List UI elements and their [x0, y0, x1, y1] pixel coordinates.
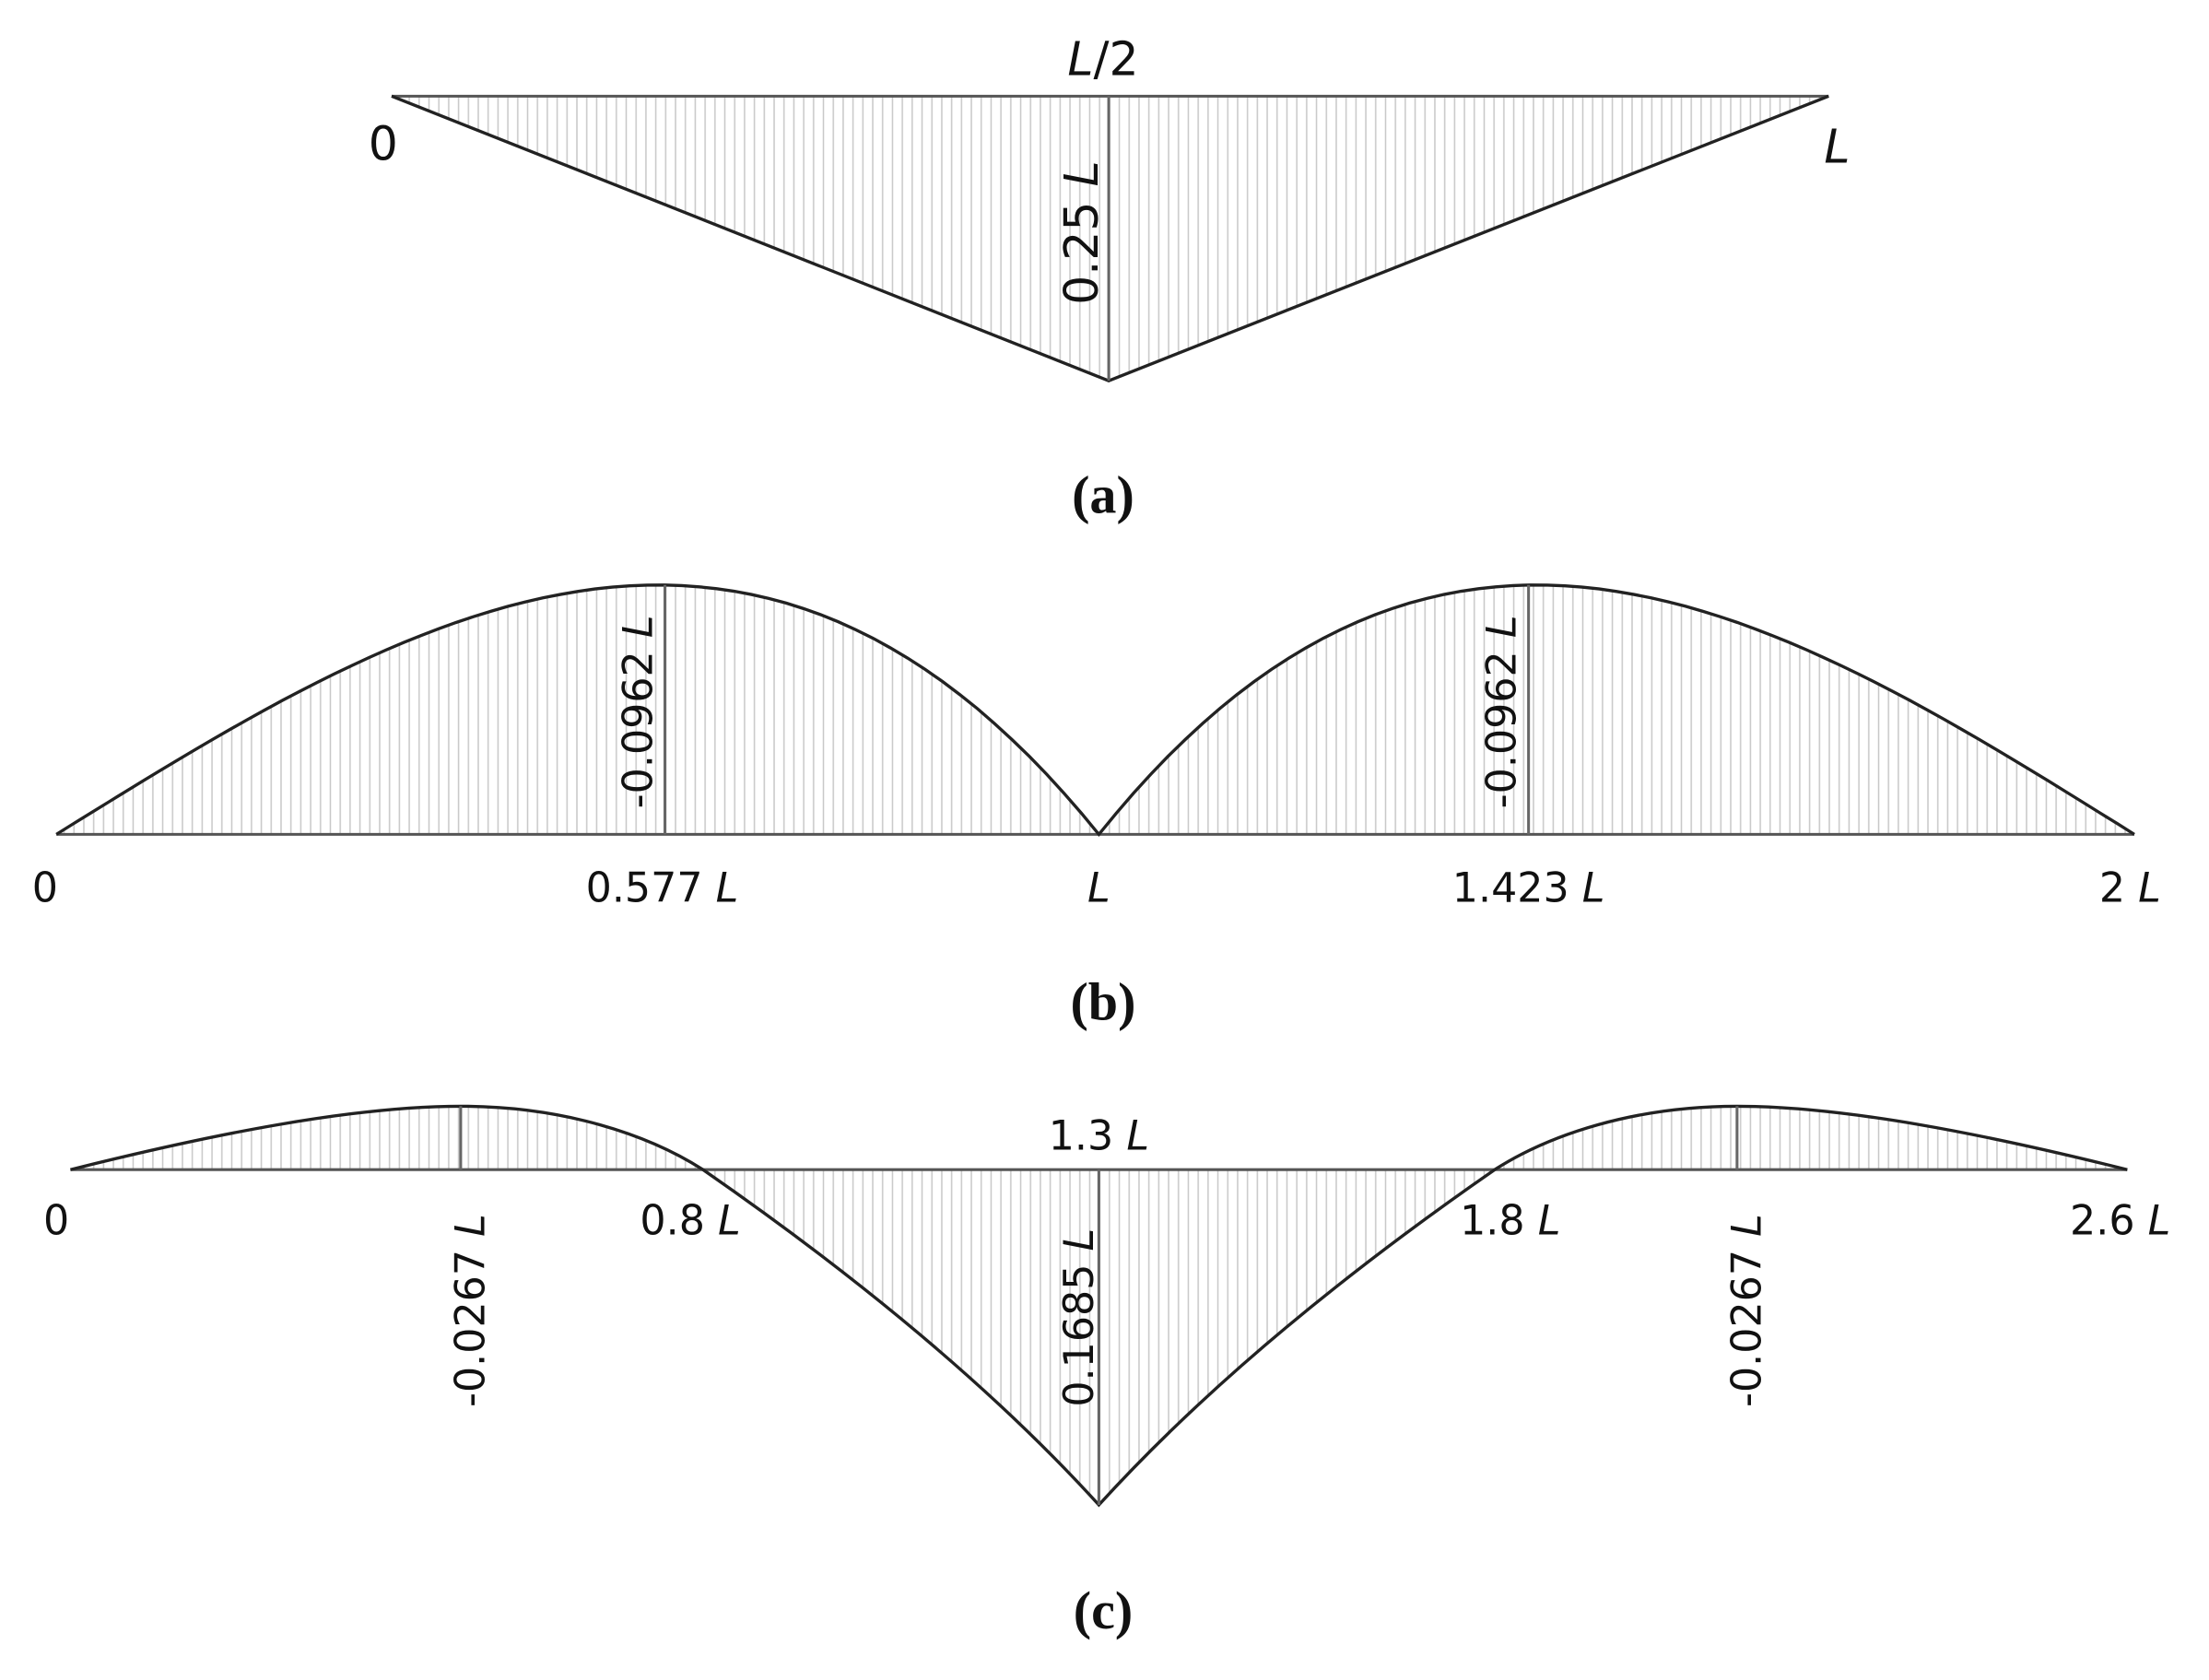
- label-part: 0.577: [586, 865, 716, 912]
- label: 2.6 L: [2070, 1197, 2170, 1244]
- label-part: L: [1538, 1197, 1561, 1244]
- label-part: L: [1824, 119, 1850, 173]
- label-part: 1.3: [1049, 1113, 1127, 1160]
- label: 0.8 L: [640, 1197, 740, 1244]
- label: -0.0267 L: [1724, 1214, 1771, 1407]
- label-part: 0.25: [1054, 187, 1109, 305]
- label-part: L: [1054, 160, 1109, 186]
- label: L: [1824, 119, 1850, 173]
- label-part: -0.0267: [1724, 1237, 1771, 1407]
- label-part: L: [718, 1197, 741, 1244]
- caption: (c): [1074, 1580, 1133, 1640]
- label-part: L: [716, 865, 739, 912]
- label: 0.1685 L: [1056, 1228, 1103, 1407]
- label: 0: [32, 865, 58, 912]
- label-part: L: [2138, 865, 2161, 912]
- label-part: -0.0962: [1479, 638, 1526, 808]
- label-part: L: [2148, 1197, 2171, 1244]
- label-part: L: [448, 1214, 495, 1237]
- label-part: /2: [1093, 31, 1138, 86]
- caption: (a): [1072, 464, 1134, 524]
- influence-line: [55, 583, 2135, 838]
- label: 0: [43, 1197, 69, 1244]
- label: 1.423 L: [1452, 865, 1605, 912]
- label-part: 2: [2099, 865, 2138, 912]
- label-part: -0.0962: [616, 638, 663, 808]
- panel-c: 1.3 L 0 0.8 L 1.8 L 2.6 L -0.0267 L 0.16…: [43, 1104, 2170, 1640]
- label-part: 0: [369, 116, 398, 170]
- label-part: L: [1724, 1214, 1771, 1237]
- label-part: L: [1087, 865, 1110, 912]
- label-part: L: [1582, 865, 1605, 912]
- label: 0: [369, 116, 398, 170]
- label-part: L: [1056, 1228, 1103, 1251]
- label: 1.3 L: [1049, 1113, 1149, 1160]
- label-part: L: [616, 615, 663, 638]
- label: 0.577 L: [586, 865, 739, 912]
- label: 1.8 L: [1460, 1197, 1560, 1244]
- label-part: 1.8: [1460, 1197, 1538, 1244]
- label: 0.25 L: [1054, 160, 1109, 304]
- caption: (b): [1070, 972, 1135, 1032]
- label-part: 0.8: [640, 1197, 718, 1244]
- label: L: [1087, 865, 1110, 912]
- panel-a: L/2 0 L 0.25 L (a): [369, 31, 1851, 524]
- label-part: 1.423: [1452, 865, 1582, 912]
- label: -0.0267 L: [448, 1214, 495, 1407]
- label: L/2: [1067, 31, 1138, 86]
- hatch-area: [56, 584, 2134, 835]
- label-part: L: [1126, 1113, 1149, 1160]
- label-part: L: [1067, 31, 1093, 86]
- label-part: -0.0267: [448, 1237, 495, 1407]
- panel-b: 0 0.577 L L 1.423 L 2 L -0.0962 L -0.096…: [32, 583, 2161, 1032]
- label-part: L: [1479, 615, 1526, 638]
- label: -0.0962 L: [616, 615, 663, 808]
- label-part: 2.6: [2070, 1197, 2148, 1244]
- label: -0.0962 L: [1479, 615, 1526, 808]
- label-part: 0.1685: [1056, 1251, 1103, 1406]
- label: 2 L: [2099, 865, 2161, 912]
- label-background: [1028, 1113, 1169, 1162]
- label-part: 0: [43, 1197, 69, 1244]
- label-part: 0: [32, 865, 58, 912]
